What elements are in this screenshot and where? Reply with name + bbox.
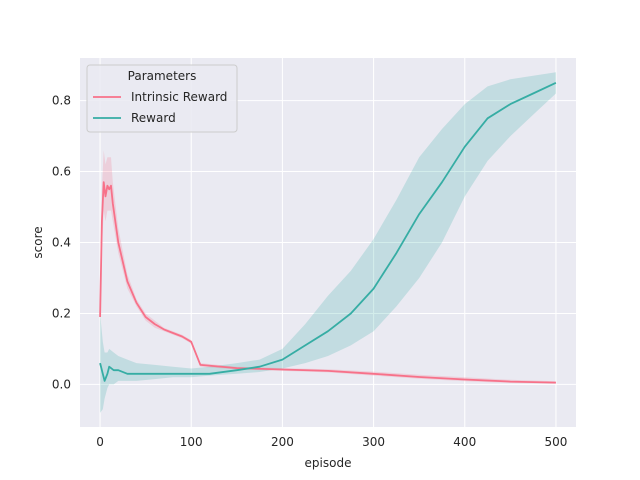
x-axis-ticks: 0 100 200 300 400 500 bbox=[96, 435, 567, 449]
line-intrinsic-reward bbox=[99, 181, 556, 384]
y-tick-label: 0.0 bbox=[52, 377, 71, 391]
y-tick-label: 0.8 bbox=[52, 94, 71, 108]
x-tick-label: 500 bbox=[544, 435, 567, 449]
legend: Parameters Intrinsic Reward Reward bbox=[86, 64, 238, 133]
x-tick-label: 400 bbox=[453, 435, 476, 449]
legend-title: Parameters bbox=[128, 69, 197, 83]
y-tick-label: 0.6 bbox=[52, 165, 71, 179]
legend-label-reward: Reward bbox=[131, 111, 176, 125]
y-axis-ticks: 0.0 0.2 0.4 0.6 0.8 bbox=[52, 94, 71, 392]
confidence-bands bbox=[100, 72, 556, 413]
line-reward bbox=[99, 81, 557, 382]
grid-lines bbox=[80, 58, 576, 427]
x-tick-label: 0 bbox=[96, 435, 104, 449]
y-axis-label: score bbox=[31, 226, 45, 258]
series-lines bbox=[99, 81, 557, 384]
legend-box bbox=[86, 64, 238, 133]
x-tick-label: 200 bbox=[271, 435, 294, 449]
legend-label-intrinsic-reward: Intrinsic Reward bbox=[131, 90, 227, 104]
x-tick-label: 300 bbox=[362, 435, 385, 449]
y-tick-label: 0.4 bbox=[52, 236, 71, 250]
band-reward bbox=[100, 72, 556, 413]
x-tick-label: 100 bbox=[180, 435, 203, 449]
y-tick-label: 0.2 bbox=[52, 306, 71, 320]
x-axis-label: episode bbox=[305, 456, 352, 470]
